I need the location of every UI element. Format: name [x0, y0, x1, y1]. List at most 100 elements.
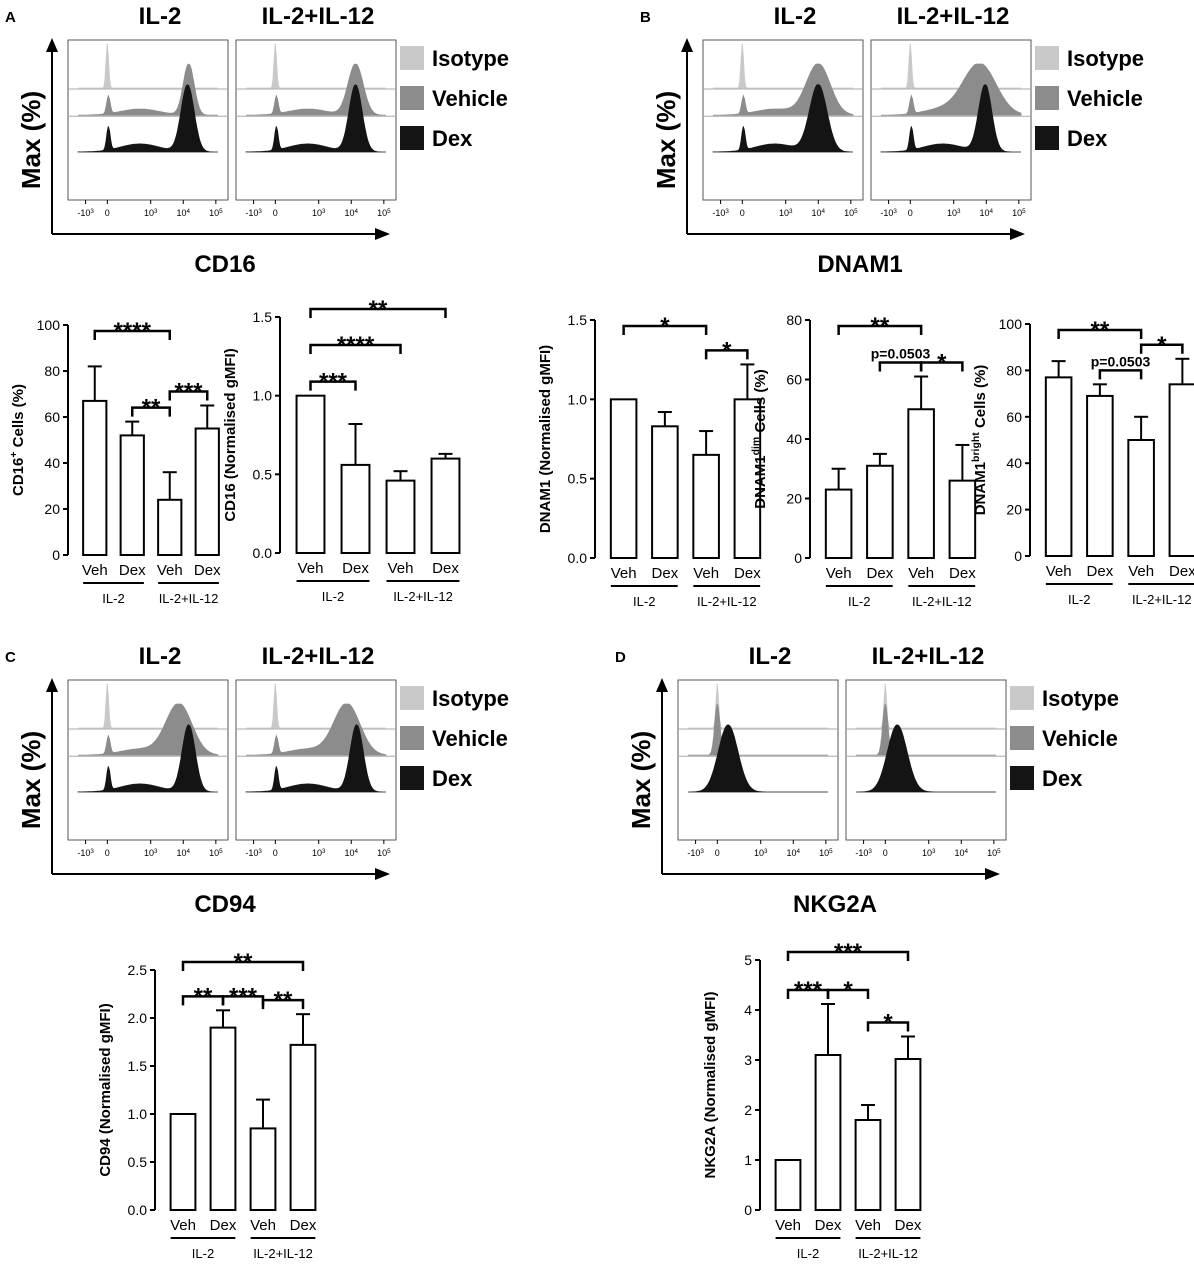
y-tick-label: 0.5 [253, 466, 273, 482]
x-category-label: Veh [611, 565, 637, 582]
y-axis-label: Max (%) [651, 91, 681, 189]
condition-left-label: IL-2 [139, 643, 182, 670]
y-tick-label: 60 [1006, 409, 1022, 425]
group-label: IL-2 [322, 589, 344, 604]
significance-bracket [1098, 369, 1143, 380]
x-category-label: Dex [342, 560, 369, 577]
y-tick-label: 4 [744, 1002, 752, 1018]
x-category-label: Veh [298, 560, 324, 577]
y-tick-label: 2.5 [128, 962, 148, 978]
hist-right-isotype-histogram [856, 683, 996, 729]
y-axis-label: DNAM1bright Cells (%) [970, 365, 989, 516]
hist-right-box [845, 679, 1007, 841]
significance-bracket [309, 343, 402, 354]
x-tick-label: 105 [377, 208, 391, 219]
panel-letter: D [615, 649, 626, 666]
group-label: IL-2 [192, 1246, 214, 1261]
x-category-label: Veh [855, 1217, 881, 1234]
x-tick-label: 104 [345, 208, 359, 219]
x-category-label: Dex [867, 565, 894, 582]
y-tick-label: 1 [744, 1152, 752, 1168]
legend-swatch-vehicle [1035, 86, 1059, 110]
y-axis-label: DNAM1 (Normalised gMFI) [537, 345, 554, 533]
bar-chart-dnam1-gmfi: 0.0 0.5 1.0 1.5 DNAM1 (Normalised gMFI) Veh De… [537, 312, 761, 609]
bar [1127, 439, 1155, 557]
y-tick-label: 1.0 [568, 391, 588, 407]
significance-bracket [309, 380, 357, 391]
hist-left-vehicle-histogram [78, 703, 219, 756]
x-category-label: Veh [388, 560, 414, 577]
x-arrow-head [1010, 228, 1025, 240]
x-tick-label: 105 [1012, 208, 1026, 219]
x-tick-label: 103 [312, 848, 326, 859]
x-category-label: Veh [170, 1217, 196, 1234]
bar-chart-cd16-cells: 0 20 40 60 80 100 CD16+ Cells (%) Veh Dex Veh Dex I… [8, 317, 221, 606]
x-tick-label: 104 [177, 848, 191, 859]
significance-label: p=0.0503 [1091, 353, 1151, 369]
y-axis-label: CD16+ Cells (%) [8, 384, 27, 496]
bar [119, 434, 145, 556]
group-label: IL-2+IL-12 [912, 594, 972, 609]
y-tick-label: 1.0 [253, 388, 273, 404]
bar [157, 498, 183, 556]
y-arrow-head [46, 678, 58, 692]
y-axis-label: Max (%) [626, 731, 656, 829]
legend-label-isotype: Isotype [1042, 686, 1119, 711]
legend-swatch-vehicle [400, 86, 424, 110]
legend-swatch-isotype [1035, 46, 1059, 70]
hist-left-dex-histogram [77, 724, 218, 793]
condition-right-label: IL-2+IL-12 [897, 3, 1010, 30]
y-tick-label: 20 [44, 501, 60, 517]
x-tick-label: 103 [312, 208, 326, 219]
hist-right-box [235, 679, 397, 841]
significance-label: * [843, 977, 853, 1004]
significance-label: ** [234, 949, 253, 976]
x-category-label: Dex [652, 565, 679, 582]
bar [209, 1026, 237, 1211]
y-tick-label: 0.0 [253, 545, 273, 561]
x-tick-label: 0 [883, 848, 888, 858]
x-tick-label: -103 [245, 848, 262, 859]
y-tick-label: 0.0 [568, 550, 588, 566]
hist-left-dex-histogram [77, 84, 218, 153]
hist-right-isotype-histogram [881, 43, 1021, 89]
x-tick-label: 103 [144, 848, 158, 859]
condition-left-label: IL-2 [139, 3, 182, 30]
significance-bracket [919, 361, 964, 372]
bar [774, 1159, 802, 1211]
y-axis-label: CD94 (Normalised gMFI) [97, 1003, 114, 1176]
bar [385, 479, 416, 555]
x-tick-label: 0 [908, 208, 913, 218]
x-tick-label: 105 [987, 848, 1001, 859]
y-tick-label: 0 [744, 1202, 752, 1218]
y-tick-label: 1.0 [128, 1106, 148, 1122]
significance-label: ** [1091, 317, 1110, 344]
bar-chart-cd94-gmfi: 0.0 0.5 1.0 1.5 2.0 2.5 CD94 (Normalised gMFI)… [97, 949, 317, 1261]
bar-chart-dnam1-dim: 0 20 40 60 80 DNAM1dim Cells (%) Veh Dex Veh Dex I… [750, 312, 976, 609]
x-category-label: Dex [1087, 563, 1114, 580]
significance-bracket [786, 950, 910, 961]
legend-label-dex: Dex [432, 766, 473, 791]
significance-label: *** [319, 369, 348, 396]
hist-left-box [677, 679, 839, 841]
x-tick-label: -103 [712, 208, 729, 219]
y-tick-label: 0.5 [568, 471, 588, 487]
bar-chart-nkg2a-gmfi: 0 1 2 3 4 5 NKG2A (Normalised gMFI) Veh Dex Veh De… [702, 939, 922, 1261]
x-category-label: Veh [1046, 563, 1072, 580]
bar [1086, 394, 1114, 558]
hist-right-dex-histogram [880, 84, 1021, 153]
x-category-label: Dex [815, 1217, 842, 1234]
condition-right-label: IL-2+IL-12 [262, 643, 375, 670]
significance-label: ** [274, 987, 293, 1014]
y-tick-label: 3 [744, 1052, 752, 1068]
y-tick-label: 40 [44, 455, 60, 471]
hist-right-dex-histogram [856, 724, 996, 793]
significance-label: ** [871, 313, 890, 340]
y-tick-label: 80 [786, 312, 802, 328]
y-tick-label: 40 [1006, 455, 1022, 471]
x-category-label: Veh [826, 565, 852, 582]
bar-chart-cd16-gmfi: 0.0 0.5 1.0 1.5 CD16 (Normalised gMFI) Veh Dex… [222, 296, 461, 604]
legend-swatch-dex [400, 766, 424, 790]
x-tick-label: -103 [687, 848, 704, 859]
